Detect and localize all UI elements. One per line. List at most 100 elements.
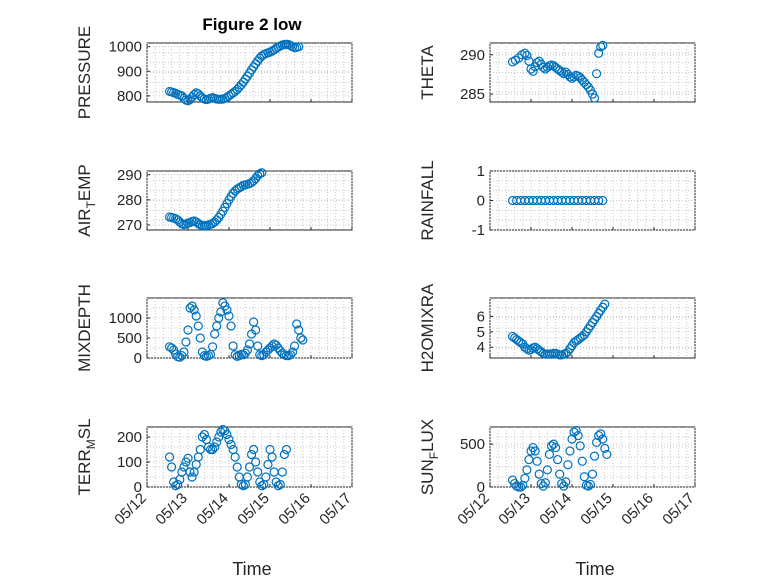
- data-point: [575, 441, 585, 451]
- data-point: [251, 325, 261, 335]
- y-tick-label: 100: [117, 454, 142, 471]
- data-point: [530, 446, 540, 456]
- data-point: [253, 341, 263, 351]
- data-point: [577, 456, 587, 466]
- data-point: [285, 350, 296, 360]
- y-tick-label: 200: [117, 429, 142, 446]
- y-tick-label: 0: [134, 350, 142, 367]
- data-point: [216, 427, 226, 437]
- data-point: [571, 425, 581, 436]
- data-point: [208, 444, 218, 455]
- subplot-pressure: 800 900 1000 PRESSURE: [75, 26, 353, 120]
- x-axis-label-right: Time: [575, 559, 614, 579]
- y-tick-label: 290: [460, 47, 485, 64]
- data-point: [532, 58, 542, 68]
- data-point: [253, 467, 263, 477]
- data-point: [236, 479, 246, 490]
- data-point: [238, 481, 248, 491]
- data-point: [602, 449, 612, 460]
- data-point: [600, 443, 610, 454]
- data-point: [563, 460, 573, 470]
- x-tick-label: 05/16: [275, 490, 314, 529]
- x-tick-label: 05/13: [495, 490, 534, 529]
- y-axis-label: RAINFALL: [418, 160, 437, 240]
- data-point: [553, 454, 563, 465]
- data-point: [579, 472, 589, 482]
- data-point: [226, 321, 236, 331]
- data-point: [263, 459, 273, 470]
- data-point: [292, 319, 302, 329]
- data-point: [232, 462, 242, 472]
- y-tick-label: 1000: [109, 39, 142, 56]
- y-tick-label: 285: [460, 86, 485, 103]
- data-point: [550, 442, 561, 453]
- y-tick-label: 270: [117, 217, 142, 234]
- data-point: [242, 345, 253, 355]
- data-point: [185, 467, 195, 477]
- data-point: [212, 437, 222, 447]
- data-point: [555, 469, 565, 479]
- y-axis-label: PRESSURE: [75, 26, 94, 120]
- data-point: [244, 462, 255, 472]
- data-point: [565, 446, 575, 456]
- chart-title: Figure 2 low: [202, 15, 302, 34]
- data-point: [598, 40, 608, 50]
- data-point: [594, 195, 604, 206]
- data-point: [559, 481, 569, 491]
- data-point: [208, 342, 218, 352]
- data-point: [277, 467, 287, 477]
- data-point: [164, 452, 175, 462]
- data-point: [222, 429, 232, 440]
- data-point: [267, 452, 277, 462]
- data-point: [222, 305, 232, 315]
- x-tick-label: 05/16: [618, 490, 657, 529]
- data-point: [251, 457, 261, 467]
- data-point: [544, 449, 555, 460]
- data-point: [240, 74, 250, 84]
- data-point: [236, 181, 246, 192]
- data-point: [281, 444, 291, 455]
- subplot-rainfall: -1 0 1 RAINFALL: [418, 160, 696, 241]
- y-tick-label: 0: [477, 193, 485, 210]
- data-point: [518, 480, 528, 490]
- data-point: [557, 478, 567, 489]
- y-tick-label: 5: [477, 324, 485, 341]
- data-point: [275, 479, 285, 490]
- x-tick-label: 05/17: [316, 490, 355, 529]
- data-point: [561, 477, 571, 487]
- y-tick-label: 4: [477, 339, 485, 356]
- data-point: [249, 444, 259, 455]
- data-point: [536, 478, 546, 489]
- y-axis-label: H2OMIXRA: [418, 283, 437, 372]
- y-tick-label: 1000: [109, 310, 142, 327]
- data-point: [538, 62, 548, 72]
- data-point: [294, 42, 304, 52]
- data-point: [514, 53, 524, 63]
- data-point: [181, 337, 191, 347]
- data-point: [193, 321, 203, 331]
- data-point: [267, 341, 277, 351]
- x-tick-label: 05/12: [111, 490, 150, 529]
- data-point: [583, 481, 594, 491]
- y-tick-label: 900: [117, 63, 142, 80]
- data-point: [298, 335, 308, 345]
- subplot-mixdepth: 0 500 1000 MIXDEPTH: [75, 284, 353, 372]
- x-tick-label: 05/14: [536, 490, 575, 529]
- data-point: [287, 347, 298, 357]
- data-point: [230, 452, 240, 462]
- subplot-sun-flux: 0 500 SUNFLUX 05/12 05/13 05/14 05/15 05/16 05/1…: [418, 419, 698, 529]
- data-point: [528, 66, 538, 76]
- data-point: [516, 482, 526, 492]
- data-point: [183, 453, 193, 463]
- data-point: [210, 442, 220, 452]
- data-point: [244, 339, 255, 349]
- x-tick-label: 05/12: [454, 490, 493, 529]
- data-point: [203, 351, 214, 361]
- data-point: [167, 462, 177, 472]
- data-point: [542, 465, 553, 475]
- data-point: [596, 429, 606, 439]
- data-point: [234, 351, 244, 361]
- y-axis-label: MIXDEPTH: [75, 284, 94, 372]
- data-point: [532, 456, 542, 466]
